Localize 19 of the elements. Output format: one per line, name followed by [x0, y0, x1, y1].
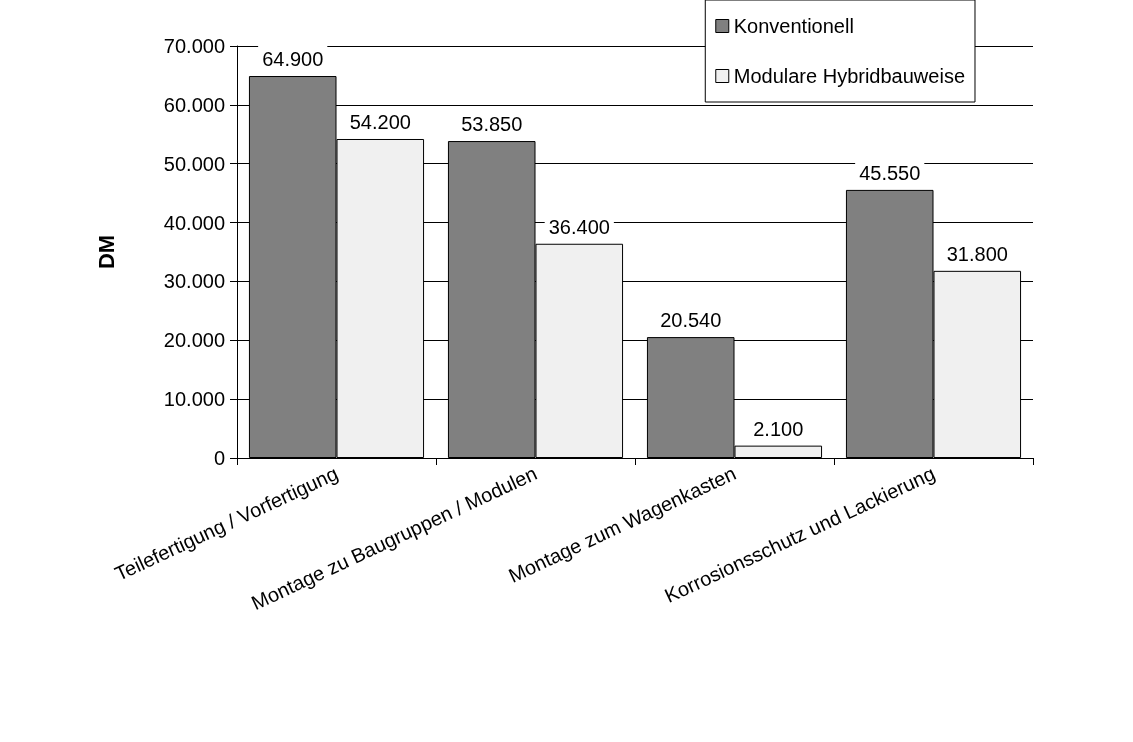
- data-label: 54.200: [349, 110, 411, 133]
- data-label: 64.900: [262, 48, 324, 71]
- data-label: 20.540: [660, 309, 722, 332]
- data-label: 53.850: [461, 113, 523, 136]
- y-tick-label: 20.000: [163, 329, 225, 352]
- y-tick-label: 30.000: [163, 270, 225, 293]
- y-tick-label: 0: [213, 447, 225, 469]
- y-tick-label: 10.000: [163, 388, 225, 411]
- data-label: 36.400: [548, 215, 610, 238]
- data-label: 2.100: [753, 417, 804, 440]
- y-axis-title: DM: [93, 234, 119, 270]
- legend-label: Konventionell: [733, 15, 854, 37]
- data-label: 31.800: [946, 242, 1008, 265]
- data-label: 45.550: [859, 161, 921, 184]
- y-tick-label: 60.000: [163, 93, 225, 116]
- y-tick-label: 70.000: [163, 35, 225, 57]
- y-tick-label: 40.000: [163, 211, 225, 234]
- y-tick-label: 50.000: [163, 152, 225, 175]
- legend-label: Modulare Hybridbauweise: [733, 65, 965, 87]
